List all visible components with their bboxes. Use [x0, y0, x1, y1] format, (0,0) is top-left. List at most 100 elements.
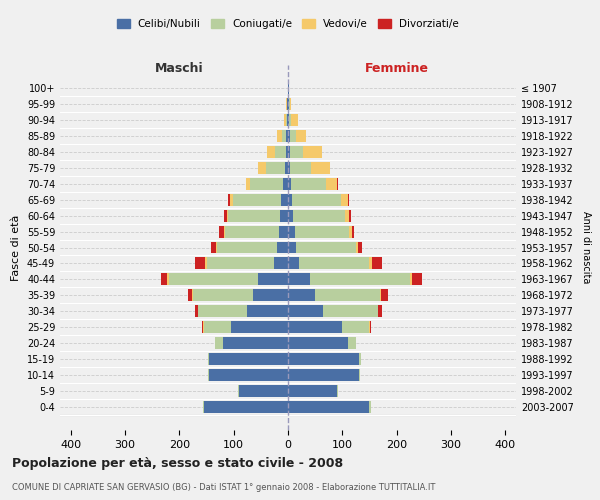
- Bar: [192, 290, 193, 302]
- Bar: [267, 146, 275, 158]
- Bar: [288, 130, 290, 141]
- Bar: [161, 274, 167, 285]
- Bar: [349, 226, 352, 237]
- Bar: [288, 354, 359, 366]
- Bar: [231, 322, 288, 334]
- Bar: [282, 130, 286, 141]
- Bar: [290, 162, 311, 173]
- Bar: [288, 274, 310, 285]
- Text: Femmine: Femmine: [365, 62, 428, 75]
- Text: COMUNE DI CAPRIATE SAN GERVASIO (BG) - Dati ISTAT 1° gennaio 2008 - Elaborazione: COMUNE DI CAPRIATE SAN GERVASIO (BG) - D…: [12, 482, 436, 492]
- Bar: [299, 258, 370, 270]
- Bar: [358, 242, 362, 254]
- Bar: [342, 322, 370, 334]
- Bar: [326, 178, 337, 190]
- Bar: [345, 210, 349, 222]
- Bar: [370, 402, 371, 413]
- Bar: [167, 274, 169, 285]
- Bar: [228, 210, 280, 222]
- Bar: [238, 386, 239, 398]
- Bar: [283, 178, 288, 190]
- Bar: [348, 338, 356, 349]
- Bar: [288, 178, 291, 190]
- Bar: [194, 258, 205, 270]
- Bar: [225, 226, 280, 237]
- Text: Maschi: Maschi: [155, 62, 204, 75]
- Bar: [288, 386, 337, 398]
- Bar: [211, 242, 217, 254]
- Bar: [204, 322, 231, 334]
- Bar: [382, 290, 388, 302]
- Bar: [370, 322, 371, 334]
- Bar: [288, 210, 293, 222]
- Bar: [311, 162, 330, 173]
- Bar: [253, 290, 288, 302]
- Bar: [193, 290, 253, 302]
- Bar: [288, 114, 289, 126]
- Bar: [277, 242, 288, 254]
- Bar: [204, 402, 288, 413]
- Bar: [188, 290, 192, 302]
- Bar: [352, 226, 354, 237]
- Bar: [356, 242, 358, 254]
- Bar: [288, 162, 290, 173]
- Bar: [266, 162, 285, 173]
- Bar: [288, 290, 315, 302]
- Bar: [224, 210, 227, 222]
- Bar: [228, 194, 230, 205]
- Bar: [250, 178, 283, 190]
- Bar: [286, 114, 287, 126]
- Bar: [209, 354, 288, 366]
- Bar: [217, 242, 277, 254]
- Bar: [233, 194, 281, 205]
- Bar: [293, 210, 345, 222]
- Bar: [227, 210, 228, 222]
- Bar: [202, 322, 203, 334]
- Bar: [290, 146, 303, 158]
- Bar: [288, 402, 370, 413]
- Bar: [247, 306, 288, 318]
- Bar: [203, 402, 204, 413]
- Bar: [169, 274, 258, 285]
- Bar: [315, 290, 380, 302]
- Bar: [292, 194, 341, 205]
- Bar: [291, 178, 326, 190]
- Bar: [288, 194, 292, 205]
- Bar: [286, 130, 288, 141]
- Bar: [281, 194, 288, 205]
- Bar: [323, 306, 377, 318]
- Bar: [239, 386, 288, 398]
- Bar: [208, 354, 209, 366]
- Bar: [280, 226, 288, 237]
- Bar: [286, 146, 288, 158]
- Bar: [349, 210, 351, 222]
- Bar: [410, 274, 412, 285]
- Bar: [412, 274, 422, 285]
- Bar: [223, 338, 288, 349]
- Bar: [380, 290, 382, 302]
- Bar: [285, 162, 288, 173]
- Bar: [288, 226, 295, 237]
- Bar: [215, 338, 223, 349]
- Bar: [288, 370, 359, 382]
- Bar: [288, 242, 296, 254]
- Bar: [296, 130, 307, 141]
- Bar: [224, 226, 225, 237]
- Bar: [290, 130, 296, 141]
- Bar: [371, 258, 382, 270]
- Bar: [274, 258, 288, 270]
- Bar: [359, 354, 361, 366]
- Bar: [290, 98, 291, 110]
- Bar: [337, 386, 338, 398]
- Legend: Celibi/Nubili, Coniugati/e, Vedovi/e, Divorziati/e: Celibi/Nubili, Coniugati/e, Vedovi/e, Di…: [117, 19, 459, 30]
- Bar: [258, 274, 288, 285]
- Bar: [341, 194, 348, 205]
- Bar: [288, 258, 299, 270]
- Bar: [291, 114, 298, 126]
- Bar: [288, 98, 289, 110]
- Bar: [296, 242, 356, 254]
- Bar: [370, 258, 371, 270]
- Bar: [337, 178, 338, 190]
- Bar: [275, 146, 286, 158]
- Bar: [195, 306, 198, 318]
